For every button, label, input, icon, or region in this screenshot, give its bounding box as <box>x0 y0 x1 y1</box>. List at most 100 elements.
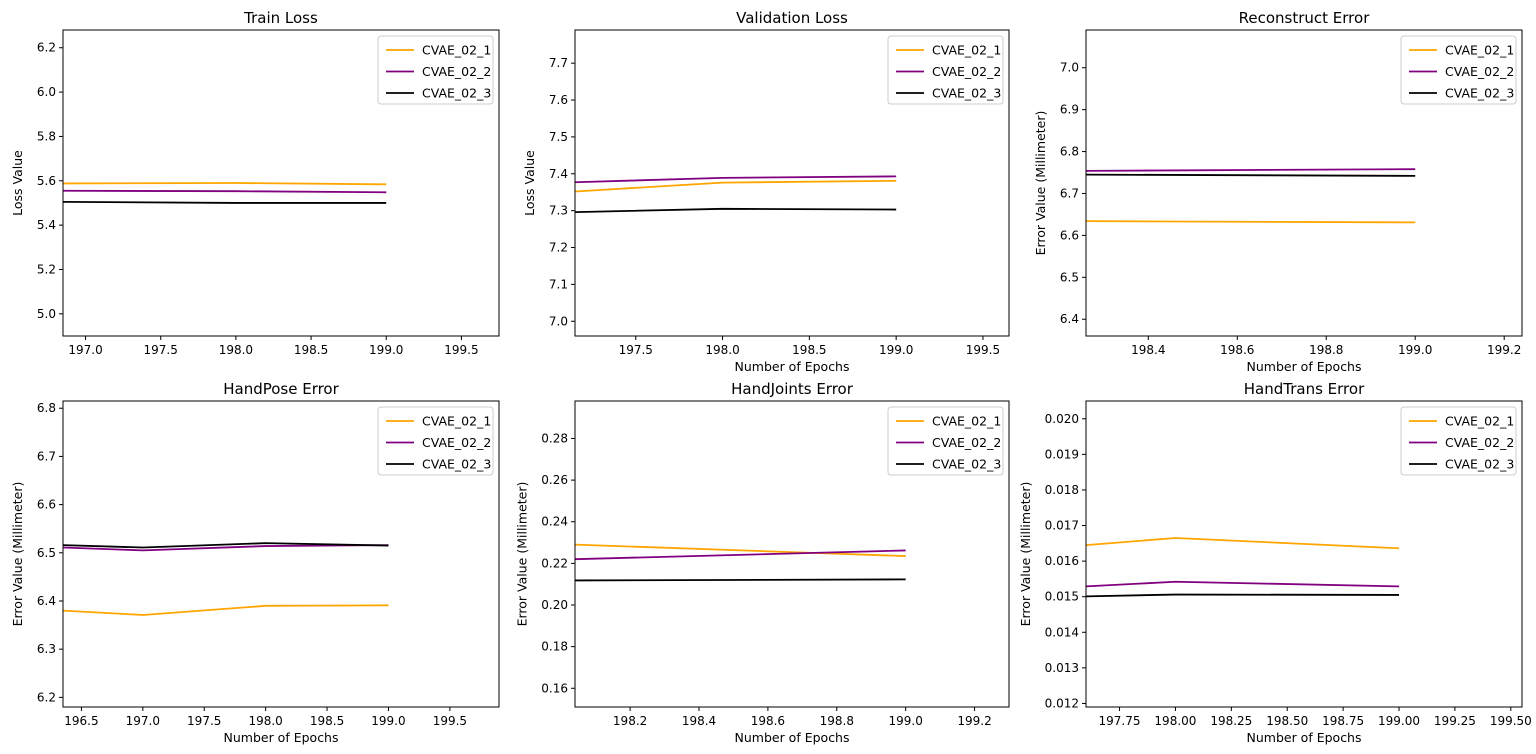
series-line-cvae-02-1 <box>574 179 897 193</box>
y-tick-label: 6.5 <box>1060 270 1079 284</box>
y-tick-label: 5.0 <box>37 307 56 321</box>
x-tick-label: 198.00 <box>1154 714 1196 728</box>
x-tick-label: 197.5 <box>144 343 178 357</box>
y-axis-label: Error Value (Millimeter) <box>10 482 25 627</box>
y-tick-label: 5.6 <box>37 174 56 188</box>
x-tick-label: 198.0 <box>248 714 282 728</box>
legend-box <box>887 35 1004 105</box>
x-tick-label: 197.0 <box>68 343 102 357</box>
x-tick-label: 199.0 <box>369 343 403 357</box>
x-tick-label: 198.0 <box>219 343 253 357</box>
x-tick-label: 197.5 <box>187 714 221 728</box>
y-tick-label: 0.018 <box>1045 483 1079 497</box>
y-tick-label: 0.020 <box>1045 412 1079 426</box>
y-tick-label: 0.16 <box>541 681 568 695</box>
legend-entry: CVAE_02_1 <box>932 43 1001 58</box>
series-line-cvae-02-1 <box>1085 220 1416 224</box>
x-axis-label: Number of Epochs <box>224 730 339 745</box>
legend: CVAE_02_1 CVAE_02_2 CVAE_02_3 <box>887 35 1004 105</box>
legend-entry: CVAE_02_3 <box>422 457 491 472</box>
series-line-cvae-02-2 <box>62 544 389 552</box>
y-tick-label: 6.2 <box>37 41 56 55</box>
y-tick-label: 0.014 <box>1045 625 1079 639</box>
y-tick-label: 0.017 <box>1045 519 1079 533</box>
y-tick-label: 6.4 <box>1060 312 1079 326</box>
axes-frame <box>62 29 500 337</box>
y-tick-label: 0.24 <box>541 515 568 529</box>
y-axis-label: Error Value (Millimeter) <box>1018 482 1033 627</box>
y-tick-label: 7.1 <box>549 277 568 291</box>
y-tick-label: 5.4 <box>37 218 56 232</box>
legend-entry: CVAE_02_3 <box>422 86 491 101</box>
y-tick-label: 7.6 <box>549 93 568 107</box>
legend: CVAE_02_1 CVAE_02_2 CVAE_02_3 <box>1400 35 1517 105</box>
x-tick-label: 198.50 <box>1266 714 1308 728</box>
legend-box <box>377 35 494 105</box>
y-axis-label: Error Value (Millimeter) <box>515 482 530 627</box>
y-tick-label: 0.019 <box>1045 447 1079 461</box>
y-tick-label: 6.8 <box>1060 145 1079 159</box>
legend-box <box>1400 406 1517 476</box>
series-line-cvae-02-3 <box>62 200 387 204</box>
y-tick-label: 7.0 <box>549 314 568 328</box>
x-tick-label: 198.6 <box>751 714 785 728</box>
x-tick-label: 196.5 <box>64 714 98 728</box>
legend-entry: CVAE_02_1 <box>422 414 491 429</box>
x-tick-label: 198.4 <box>1131 343 1165 357</box>
series-line-cvae-02-2 <box>574 549 906 561</box>
legend-entry: CVAE_02_2 <box>422 64 491 79</box>
y-tick-label: 0.18 <box>541 640 568 654</box>
x-axis-label: Number of Epochs <box>735 730 850 745</box>
y-tick-label: 0.012 <box>1045 696 1079 710</box>
y-tick-label: 6.9 <box>1060 103 1079 117</box>
subplot-3: 198.4 198.6 198.8 199.0 199.2 6.4 6.5 6.6 6.7 6.8… <box>1033 9 1523 374</box>
legend-entry: CVAE_02_3 <box>932 457 1001 472</box>
series-line-cvae-02-2 <box>574 175 897 184</box>
axes-frame <box>1085 400 1523 708</box>
y-tick-label: 0.26 <box>541 473 568 487</box>
legend-entry: CVAE_02_1 <box>422 43 491 58</box>
x-tick-label: 199.0 <box>1398 343 1432 357</box>
x-tick-label: 197.75 <box>1099 714 1141 728</box>
series-line-cvae-02-3 <box>1085 173 1416 177</box>
legend-entry: CVAE_02_2 <box>422 435 491 450</box>
y-tick-label: 6.5 <box>37 546 56 560</box>
chart-title: Reconstruct Error <box>1239 9 1371 27</box>
x-tick-label: 199.5 <box>433 714 467 728</box>
y-tick-label: 6.0 <box>37 85 56 99</box>
x-tick-label: 197.5 <box>619 343 653 357</box>
legend: CVAE_02_1 CVAE_02_2 CVAE_02_3 <box>887 406 1004 476</box>
y-tick-label: 0.20 <box>541 598 568 612</box>
series-line-cvae-02-1 <box>574 543 906 557</box>
legend-box <box>1400 35 1517 105</box>
y-tick-label: 5.2 <box>37 262 56 276</box>
y-tick-label: 7.5 <box>549 130 568 144</box>
x-tick-label: 198.25 <box>1210 714 1252 728</box>
x-tick-label: 199.25 <box>1434 714 1476 728</box>
series-line-cvae-02-2 <box>1085 580 1400 588</box>
x-tick-label: 198.2 <box>613 714 647 728</box>
x-tick-label: 199.0 <box>888 714 922 728</box>
subplot-4: 196.5 197.0 197.5 198.0 198.5 199.0 199.5 6.2 6.… <box>10 380 500 745</box>
series-line-cvae-02-2 <box>1085 168 1416 172</box>
legend-entry: CVAE_02_2 <box>932 64 1001 79</box>
axes-frame <box>62 400 500 708</box>
x-tick-label: 198.8 <box>820 714 854 728</box>
x-tick-label: 198.5 <box>294 343 328 357</box>
x-tick-label: 198.75 <box>1322 714 1364 728</box>
series-line-cvae-02-3 <box>62 542 389 549</box>
legend-entry: CVAE_02_1 <box>932 414 1001 429</box>
legend-entry: CVAE_02_2 <box>1445 435 1514 450</box>
x-tick-label: 199.2 <box>957 714 991 728</box>
y-tick-label: 7.3 <box>549 204 568 218</box>
y-tick-label: 0.015 <box>1045 590 1079 604</box>
series-line-cvae-02-1 <box>62 182 387 186</box>
x-axis-label: Number of Epochs <box>735 359 850 374</box>
y-axis-label: Loss Value <box>10 150 25 216</box>
legend: CVAE_02_1 CVAE_02_2 CVAE_02_3 <box>1400 406 1517 476</box>
chart-title: HandPose Error <box>223 380 339 398</box>
y-tick-label: 0.22 <box>541 556 568 570</box>
y-tick-label: 0.016 <box>1045 554 1079 568</box>
y-tick-label: 7.0 <box>1060 61 1079 75</box>
axes-frame <box>574 29 1010 337</box>
